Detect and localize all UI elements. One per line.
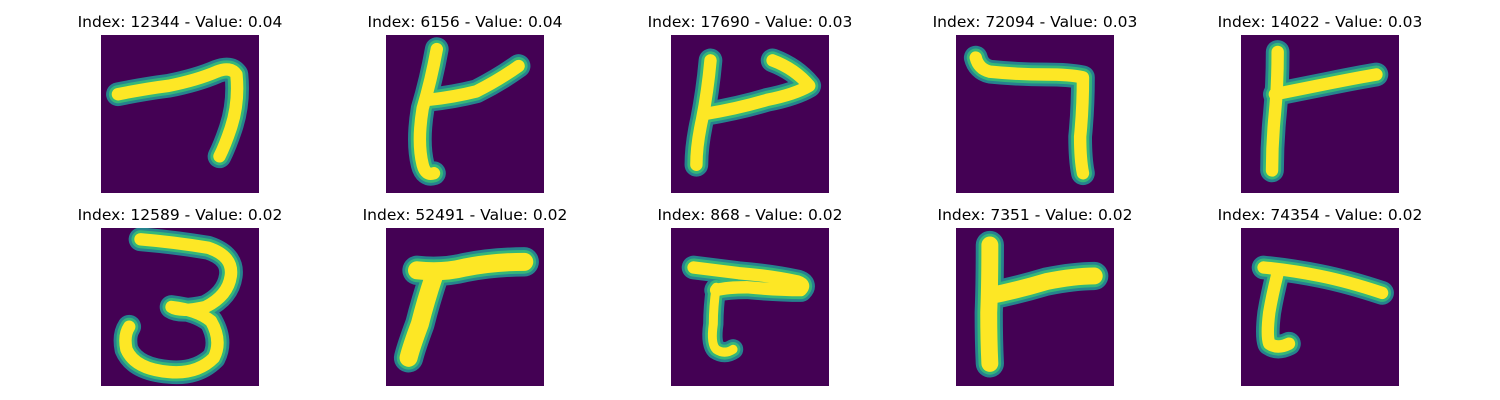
ta-glyph-image (671, 228, 829, 386)
digit-panel-7: Index: 52491 - Value: 0.02 (340, 205, 590, 387)
panel-title: Index: 17690 - Value: 0.03 (647, 13, 853, 31)
panel-title: Index: 868 - Value: 0.02 (657, 206, 843, 224)
digit-panel-3: Index: 17690 - Value: 0.03 (625, 12, 875, 194)
seven-glyph-image (956, 35, 1114, 193)
digit-panel-10: Index: 74354 - Value: 0.02 (1195, 205, 1445, 387)
panel-title: Index: 6156 - Value: 0.04 (367, 13, 563, 31)
digit-panel-6: Index: 12589 - Value: 0.02 (55, 205, 305, 387)
ta-glyph-image (671, 35, 829, 193)
digit-panel-4: Index: 72094 - Value: 0.03 (910, 12, 1160, 194)
seven-glyph-image (101, 35, 259, 193)
panel-title: Index: 12344 - Value: 0.04 (77, 13, 283, 31)
digit-panel-2: Index: 6156 - Value: 0.04 (340, 12, 590, 194)
ta-glyph-image (1241, 35, 1399, 193)
ta-glyph-image (386, 35, 544, 193)
digit-panel-9: Index: 7351 - Value: 0.02 (910, 205, 1160, 387)
digit-panel-8: Index: 868 - Value: 0.02 (625, 205, 875, 387)
ta-glyph-image (386, 228, 544, 386)
three-glyph-image (101, 228, 259, 386)
panel-title: Index: 7351 - Value: 0.02 (937, 206, 1133, 224)
panel-title: Index: 12589 - Value: 0.02 (77, 206, 283, 224)
panel-title: Index: 14022 - Value: 0.03 (1217, 13, 1423, 31)
digit-panel-1: Index: 12344 - Value: 0.04 (55, 12, 305, 194)
panel-title: Index: 74354 - Value: 0.02 (1217, 206, 1423, 224)
panel-title: Index: 72094 - Value: 0.03 (932, 13, 1138, 31)
digit-panel-5: Index: 14022 - Value: 0.03 (1195, 12, 1445, 194)
ta-glyph-image (1241, 228, 1399, 386)
panel-title: Index: 52491 - Value: 0.02 (362, 206, 568, 224)
ta-glyph-image (956, 228, 1114, 386)
